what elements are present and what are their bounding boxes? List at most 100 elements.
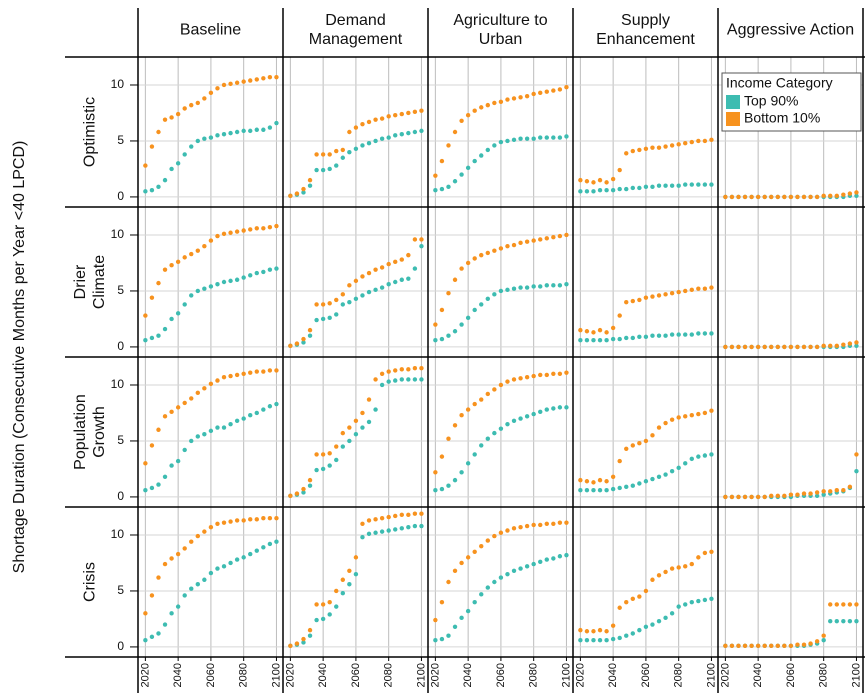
data-point <box>334 444 339 449</box>
data-point <box>340 147 346 153</box>
data-point <box>557 233 563 239</box>
data-point <box>834 602 839 607</box>
data-point <box>267 224 273 230</box>
data-point <box>267 74 273 80</box>
legend-swatch <box>726 95 740 109</box>
data-point <box>689 332 694 337</box>
data-point <box>485 250 491 256</box>
data-point <box>149 188 155 193</box>
data-point <box>531 136 536 141</box>
data-point <box>373 517 378 522</box>
data-point <box>643 334 649 340</box>
data-point <box>254 270 259 276</box>
data-point <box>538 90 543 96</box>
data-point <box>274 539 279 544</box>
data-point <box>841 192 846 197</box>
data-point <box>320 616 326 622</box>
data-point <box>650 476 655 482</box>
data-point <box>261 76 266 81</box>
data-point <box>511 418 517 424</box>
data-point <box>393 513 398 519</box>
x-tick-label: 2020 <box>139 663 151 687</box>
data-point <box>439 307 445 313</box>
data-point <box>709 596 714 601</box>
data-point <box>656 145 662 150</box>
data-point <box>412 365 418 371</box>
data-point <box>169 263 174 268</box>
data-point <box>669 143 675 148</box>
data-point <box>241 416 246 421</box>
data-point <box>624 484 629 490</box>
data-point <box>814 344 820 350</box>
data-point <box>610 486 616 492</box>
data-point <box>617 485 622 491</box>
data-point <box>267 125 273 130</box>
data-point <box>446 184 451 190</box>
data-point <box>439 454 445 459</box>
data-point <box>643 438 649 444</box>
data-point <box>762 494 767 500</box>
data-point <box>505 571 510 577</box>
data-point <box>465 165 471 171</box>
data-point <box>854 452 859 457</box>
data-point <box>347 582 352 587</box>
y-tick-label: 0 <box>117 639 124 653</box>
data-point <box>267 404 273 409</box>
data-point <box>412 377 418 382</box>
data-point <box>630 148 636 154</box>
data-point <box>386 261 391 267</box>
data-point <box>143 338 148 343</box>
data-point <box>195 138 201 144</box>
data-point <box>511 568 517 574</box>
data-point <box>254 226 259 231</box>
data-point <box>327 599 332 605</box>
y-axis-label: Shortage Duration (Consecutive Months pe… <box>11 141 28 574</box>
data-point <box>591 330 596 335</box>
data-point <box>301 486 306 492</box>
data-point <box>854 190 859 195</box>
data-point <box>189 251 194 257</box>
data-point <box>399 257 404 262</box>
data-point <box>511 96 517 101</box>
data-point <box>814 490 820 495</box>
data-point <box>143 638 148 643</box>
data-point <box>195 288 201 294</box>
data-point <box>169 556 174 561</box>
data-point <box>782 493 787 499</box>
data-point <box>808 194 813 200</box>
data-point <box>524 93 530 99</box>
data-point <box>234 557 240 562</box>
data-point <box>208 570 214 576</box>
data-point <box>208 90 214 96</box>
data-point <box>334 297 339 303</box>
data-point <box>801 642 807 647</box>
data-point <box>669 468 675 474</box>
data-point <box>412 237 418 242</box>
data-point <box>544 557 549 562</box>
data-point <box>202 432 207 437</box>
data-point <box>439 636 445 642</box>
data-point <box>551 88 556 93</box>
data-point <box>597 177 603 183</box>
data-point <box>729 344 735 350</box>
data-point <box>175 311 181 316</box>
x-tick-label: 2020 <box>719 663 731 687</box>
data-point <box>182 447 187 453</box>
data-point <box>294 641 300 646</box>
data-point <box>683 461 688 466</box>
data-point <box>274 74 279 80</box>
data-point <box>162 474 168 479</box>
data-point <box>472 256 477 261</box>
data-point <box>782 194 787 200</box>
data-point <box>347 149 352 155</box>
data-point <box>531 91 536 97</box>
data-point <box>702 410 708 416</box>
data-point <box>696 182 701 187</box>
data-point <box>156 631 161 636</box>
data-point <box>433 488 438 493</box>
data-point <box>472 307 477 313</box>
data-point <box>221 425 227 430</box>
data-point <box>696 555 701 560</box>
data-point <box>241 555 246 560</box>
data-point <box>597 627 603 633</box>
